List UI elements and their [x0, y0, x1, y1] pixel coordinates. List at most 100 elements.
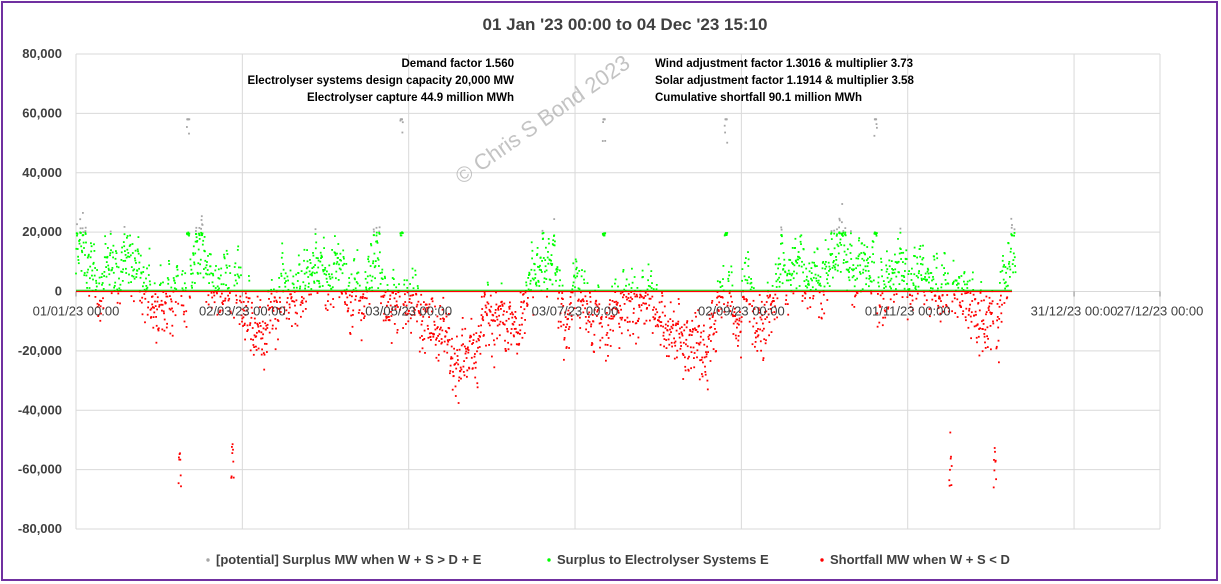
- electrolyser-point: [114, 281, 117, 284]
- shortfall-point: [290, 293, 292, 296]
- shortfall-point: [942, 310, 945, 313]
- electrolyser-point: [917, 272, 920, 275]
- electrolyser-point: [857, 255, 860, 257]
- electrolyser-point: [898, 271, 900, 274]
- shortfall-point: [502, 321, 504, 324]
- electrolyser-point: [839, 241, 841, 244]
- electrolyser-point: [869, 276, 872, 279]
- shortfall-point: [292, 300, 294, 303]
- electrolyser-point: [650, 270, 653, 272]
- shortfall-point: [660, 321, 663, 323]
- shortfall-point: [499, 320, 502, 323]
- electrolyser-point: [370, 279, 373, 282]
- shortfall-point: [987, 307, 990, 309]
- shortfall-point: [599, 339, 602, 342]
- shortfall-point: [473, 362, 476, 365]
- electrolyser-point: [538, 268, 541, 271]
- shortfall-point: [139, 299, 141, 302]
- shortfall-point: [984, 341, 986, 344]
- y-tick-label: 20,000: [22, 224, 62, 239]
- electrolyser-point: [91, 274, 93, 277]
- electrolyser-point: [319, 251, 322, 254]
- shortfall-point: [475, 332, 478, 334]
- electrolyser-point: [326, 270, 328, 273]
- shortfall-point: [854, 295, 856, 298]
- shortfall-point: [618, 326, 621, 328]
- shortfall-point: [359, 299, 362, 302]
- shortfall-point: [776, 297, 779, 300]
- shortfall-point: [462, 371, 465, 373]
- shortfall-point: [564, 316, 567, 318]
- shortfall-point: [470, 335, 472, 338]
- shortfall-point: [169, 308, 172, 311]
- shortfall-point: [238, 323, 241, 325]
- electrolyser-point: [98, 282, 101, 285]
- electrolyser-point: [112, 244, 115, 247]
- shortfall-point: [357, 311, 360, 314]
- electrolyser-point: [891, 272, 894, 275]
- electrolyser-point: [284, 282, 286, 284]
- electrolyser-point: [335, 270, 338, 273]
- electrolyser-point: [912, 284, 915, 286]
- shortfall-point: [738, 323, 740, 326]
- shortfall-point: [180, 295, 183, 297]
- shortfall-point: [965, 292, 968, 294]
- annotation-solar-factor: Solar adjustment factor 1.1914 & multipl…: [655, 75, 914, 87]
- electrolyser-point: [928, 276, 931, 279]
- shortfall-point: [818, 291, 821, 294]
- y-tick-label: -60,000: [18, 462, 62, 477]
- shortfall-point: [436, 327, 438, 330]
- electrolyser-point: [542, 237, 544, 240]
- shortfall-point: [978, 328, 980, 330]
- electrolyser-point: [824, 267, 827, 270]
- shortfall-point: [670, 325, 673, 328]
- electrolyser-point: [168, 260, 170, 262]
- shortfall-point: [491, 332, 494, 335]
- shortfall-point: [712, 333, 715, 336]
- shortfall-point: [597, 309, 599, 311]
- electrolyser-point: [750, 286, 753, 289]
- shortfall-point: [407, 320, 410, 323]
- shortfall-point: [879, 305, 882, 308]
- shortfall-point: [224, 297, 227, 300]
- electrolyser-point: [188, 232, 191, 235]
- electrolyser-point: [931, 287, 934, 290]
- electrolyser-point: [922, 278, 925, 280]
- shortfall-point: [709, 326, 712, 329]
- shortfall-point: [389, 294, 392, 297]
- shortfall-point: [706, 388, 709, 391]
- shortfall-point: [260, 331, 263, 334]
- electrolyser-point: [777, 267, 779, 270]
- electrolyser-point: [864, 265, 867, 268]
- shortfall-point: [460, 344, 463, 347]
- shortfall-point: [729, 305, 732, 307]
- shortfall-point: [97, 315, 100, 317]
- shortfall-point: [938, 295, 941, 298]
- shortfall-point: [991, 300, 994, 303]
- shortfall-point: [664, 327, 667, 330]
- electrolyser-point: [312, 252, 314, 254]
- shortfall-point: [951, 300, 954, 303]
- shortfall-point: [658, 301, 661, 304]
- electrolyser-point: [947, 282, 950, 285]
- shortfall-point: [751, 305, 753, 307]
- shortfall-point: [988, 296, 991, 299]
- electrolyser-point: [904, 270, 906, 272]
- shortfall-point: [382, 296, 385, 298]
- shortfall-point: [768, 334, 770, 337]
- shortfall-point: [252, 344, 255, 346]
- potential-surplus-point: [378, 230, 381, 233]
- electrolyser-point: [113, 286, 115, 289]
- electrolyser-point: [127, 281, 130, 284]
- shortfall-point: [565, 346, 568, 348]
- shortfall-point: [770, 331, 773, 333]
- electrolyser-point: [414, 274, 417, 276]
- shortfall-point: [633, 292, 636, 295]
- electrolyser-point: [147, 274, 150, 276]
- electrolyser-point: [885, 264, 888, 267]
- electrolyser-point: [817, 281, 819, 284]
- electrolyser-point: [126, 236, 128, 239]
- electrolyser-point: [799, 240, 802, 243]
- electrolyser-point: [907, 288, 909, 291]
- shortfall-point: [360, 296, 362, 298]
